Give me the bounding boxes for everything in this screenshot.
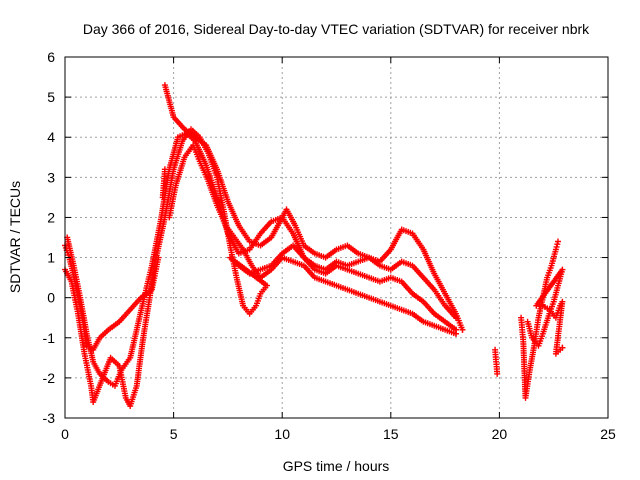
y-tick-label: 4: [47, 129, 55, 145]
data-marks: [62, 82, 566, 409]
y-tick-label: 2: [47, 209, 55, 225]
data-point-plus: [453, 314, 459, 321]
x-tick-label: 5: [170, 426, 178, 442]
axis-ticks: 0 5 10 15 20 25 -3 -2 -1 0 1 2 3 4 5 6: [43, 49, 616, 442]
y-tick-label: 3: [47, 169, 55, 185]
series-track-3: [62, 126, 459, 409]
chart-title: Day 366 of 2016, Sidereal Day-to-day VTE…: [83, 21, 590, 37]
x-axis-label: GPS time / hours: [283, 458, 390, 474]
series-track-1: [62, 82, 466, 353]
data-point-plus: [459, 326, 466, 333]
x-tick-label: 25: [600, 426, 616, 442]
y-tick-label: 0: [47, 290, 55, 306]
x-tick-label: 10: [274, 426, 290, 442]
y-tick-label: -1: [43, 330, 56, 346]
y-tick-label: 6: [47, 49, 55, 65]
y-axis-label: SDTVAR / TECUs: [7, 181, 23, 293]
y-tick-label: -2: [43, 370, 56, 386]
series-track-2: [64, 130, 459, 389]
series-track-4: [166, 142, 459, 337]
y-tick-label: 1: [47, 250, 55, 266]
x-tick-label: 15: [383, 426, 399, 442]
x-tick-label: 0: [61, 426, 69, 442]
series-track-5: [492, 238, 566, 401]
x-tick-label: 20: [492, 426, 508, 442]
data-point-plus: [555, 238, 561, 245]
plot-frame: [64, 56, 609, 419]
y-tick-label: 5: [47, 89, 55, 105]
data-point-plus: [559, 344, 566, 351]
data-point-plus: [453, 330, 459, 337]
data-point-plus: [494, 370, 501, 377]
y-tick-label: -3: [43, 410, 56, 426]
